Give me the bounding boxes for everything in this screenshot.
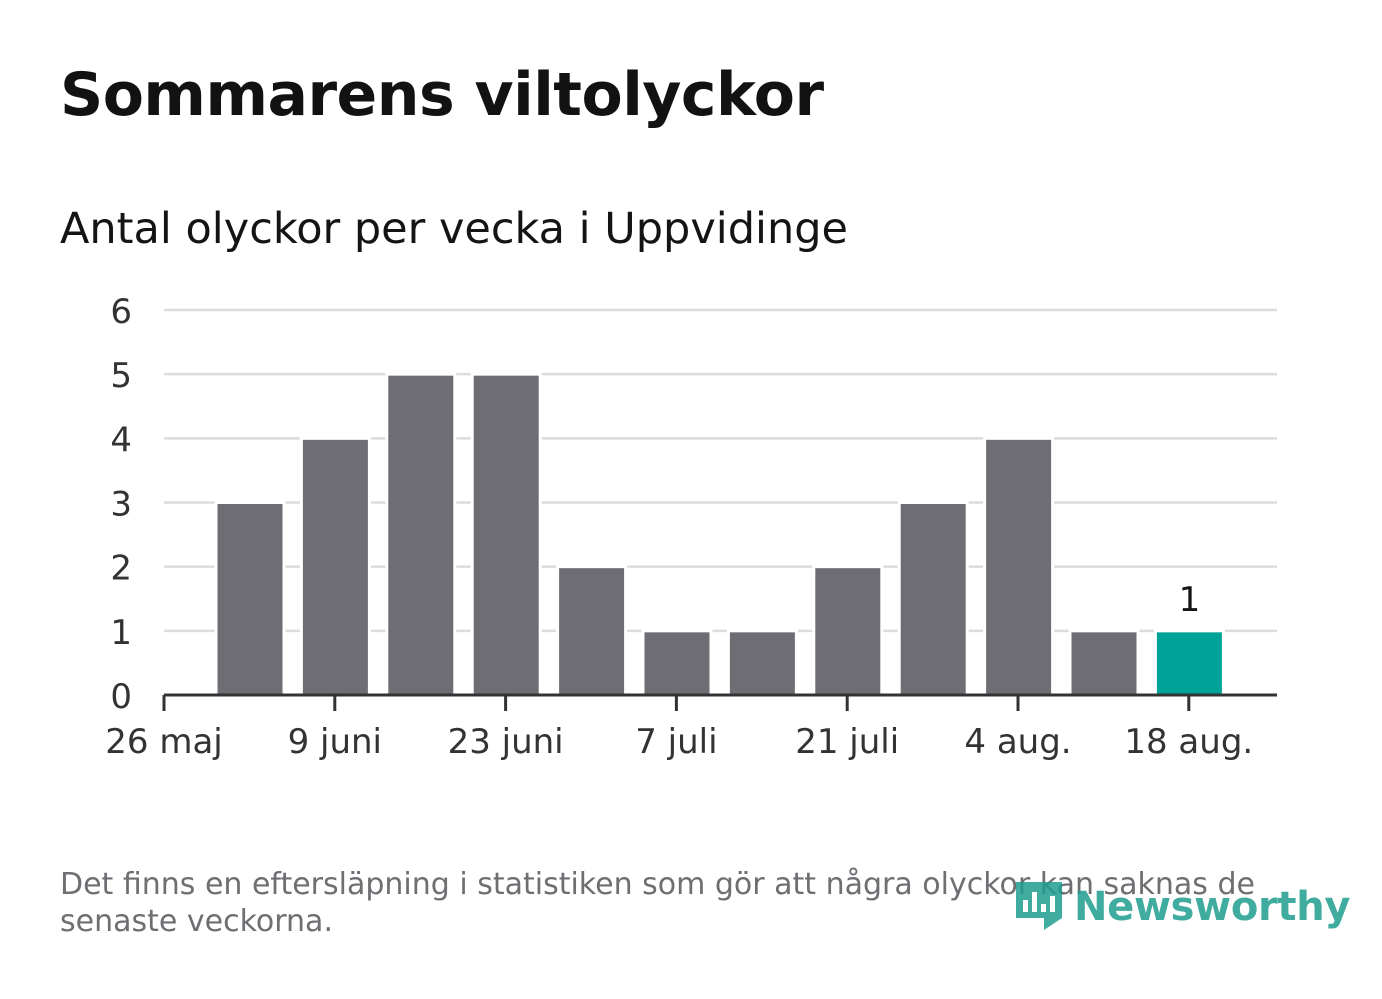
bar: [385, 372, 457, 697]
newsworthy-chart-bubble-icon: [1016, 882, 1062, 930]
bar-highlighted: [1153, 629, 1225, 697]
x-tick-label: 23 juni: [448, 722, 564, 762]
bar: [641, 629, 713, 697]
bar: [470, 372, 542, 697]
x-tick-label: 21 juli: [795, 722, 899, 762]
y-tick-label: 4: [110, 420, 132, 460]
bar: [299, 436, 371, 697]
bar: [983, 436, 1055, 697]
bar-chart: 0 1 2 3 4 5 6 1 26 maj 9 juni 23 juni 7 juli 21 juli…: [105, 292, 1277, 762]
x-tick-label: 4 aug.: [964, 722, 1071, 762]
y-tick-label: 1: [110, 613, 132, 653]
chart-subtitle: Antal olyckor per vecka i Uppvidinge: [60, 204, 848, 254]
bar: [812, 565, 884, 697]
logo-wordmark: Newsworthy: [1074, 884, 1351, 930]
bar: [726, 629, 798, 697]
bar: [214, 501, 286, 697]
y-tick-label: 3: [110, 485, 132, 525]
y-tick-label: 2: [110, 549, 132, 589]
x-tick-label: 7 juli: [635, 722, 717, 762]
y-tick-label: 6: [110, 292, 132, 332]
chart-title: Sommarens viltolyckor: [60, 60, 824, 130]
x-tick-label: 9 juni: [288, 722, 382, 762]
newsworthy-logo: Newsworthy: [1012, 872, 1351, 942]
y-tick-label: 0: [110, 677, 132, 717]
x-tick-label: 26 maj: [105, 722, 222, 762]
data-label: 1: [1179, 580, 1201, 620]
bar: [556, 565, 628, 697]
x-tick-label: 18 aug.: [1124, 722, 1253, 762]
y-tick-label: 5: [110, 356, 132, 396]
bar: [897, 501, 969, 697]
bar: [1068, 629, 1140, 697]
